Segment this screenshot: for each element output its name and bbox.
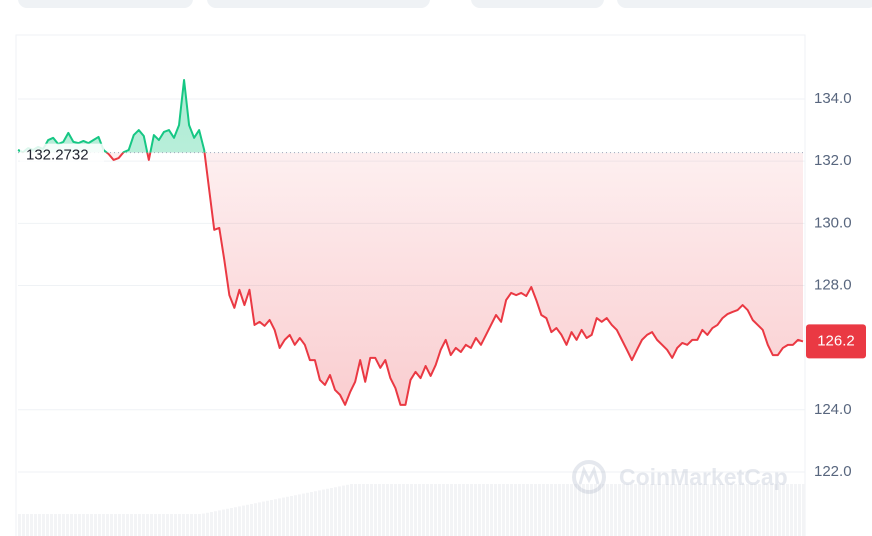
y-tick-label: 134.0 [814, 90, 852, 107]
y-tick-label: 122.0 [814, 463, 852, 480]
area-up [18, 80, 205, 153]
top-tabs [18, 0, 872, 8]
watermark-logo [572, 460, 606, 494]
watermark-text: CoinMarketCap [619, 464, 788, 490]
baseline-label: 132.2732 [26, 147, 89, 164]
area-down [18, 152, 803, 405]
current-price-label: 126.2 [817, 332, 855, 349]
y-tick-label: 128.0 [814, 276, 852, 293]
watermark-logo-mark [578, 465, 600, 485]
y-tick-label: 124.0 [814, 401, 852, 418]
current-price-box [806, 324, 866, 359]
baseline-label-bg [20, 143, 104, 162]
price-line-down [21, 152, 804, 406]
watermark: CoinMarketCap [572, 460, 788, 494]
volume-backdrop [18, 484, 805, 536]
plot-frame [15, 34, 806, 536]
y-tick-label: 130.0 [814, 214, 852, 231]
y-tick-label: 132.0 [814, 152, 852, 169]
